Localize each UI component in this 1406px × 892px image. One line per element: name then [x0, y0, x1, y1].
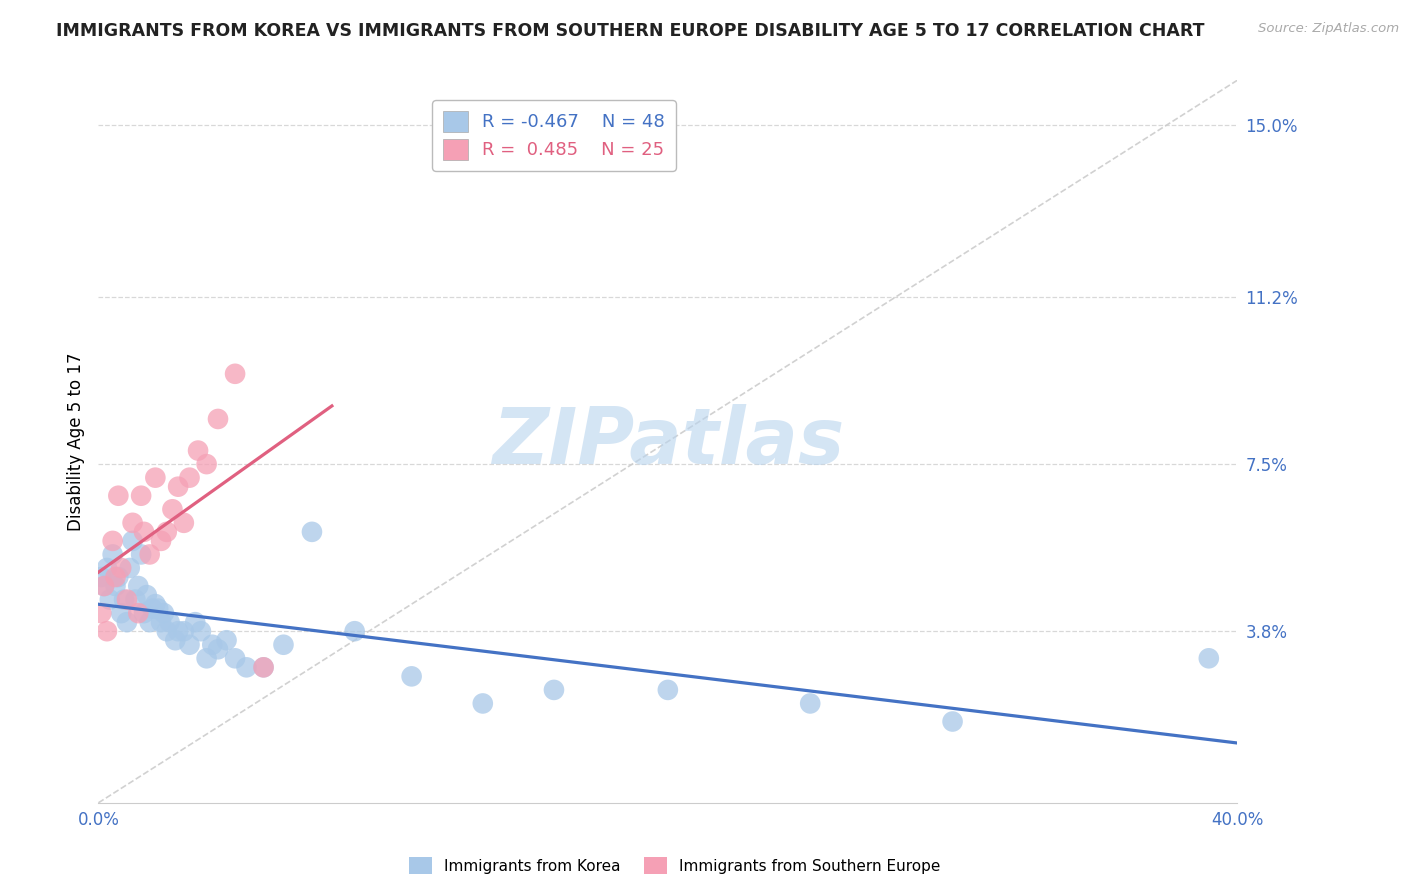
Point	[207, 642, 229, 657]
Point	[104, 570, 127, 584]
Point	[132, 524, 155, 539]
Point	[799, 697, 821, 711]
Point	[235, 660, 257, 674]
Point	[167, 624, 190, 639]
Point	[156, 624, 179, 639]
Point	[401, 669, 423, 683]
Point	[543, 682, 565, 697]
Point	[104, 579, 127, 593]
Point	[93, 579, 115, 593]
Point	[471, 697, 494, 711]
Point	[252, 660, 274, 674]
Point	[179, 638, 201, 652]
Point	[153, 606, 176, 620]
Point	[141, 601, 163, 615]
Point	[107, 489, 129, 503]
Point	[127, 606, 149, 620]
Point	[150, 533, 173, 548]
Point	[96, 561, 118, 575]
Point	[101, 548, 124, 562]
Point	[201, 638, 224, 652]
Y-axis label: Disability Age 5 to 17: Disability Age 5 to 17	[66, 352, 84, 531]
Point	[93, 579, 115, 593]
Point	[138, 548, 160, 562]
Point	[107, 570, 129, 584]
Point	[187, 443, 209, 458]
Point	[190, 624, 212, 639]
Point	[101, 533, 124, 548]
Point	[184, 615, 207, 630]
Point	[195, 457, 218, 471]
Point	[121, 533, 143, 548]
Point	[129, 548, 152, 562]
Point	[195, 651, 218, 665]
Point	[252, 660, 274, 674]
Point	[132, 606, 155, 620]
Point	[115, 615, 138, 630]
Point	[156, 524, 179, 539]
Point	[135, 588, 157, 602]
Legend: Immigrants from Korea, Immigrants from Southern Europe: Immigrants from Korea, Immigrants from S…	[404, 851, 946, 880]
Point	[90, 570, 112, 584]
Point	[179, 471, 201, 485]
Point	[162, 502, 184, 516]
Point	[148, 601, 170, 615]
Point	[112, 592, 135, 607]
Point	[110, 606, 132, 620]
Point	[115, 592, 138, 607]
Point	[159, 615, 181, 630]
Point	[165, 633, 187, 648]
Point	[150, 615, 173, 630]
Point	[121, 516, 143, 530]
Point	[124, 592, 146, 607]
Point	[138, 615, 160, 630]
Legend: R = -0.467    N = 48, R =  0.485    N = 25: R = -0.467 N = 48, R = 0.485 N = 25	[432, 100, 676, 170]
Point	[224, 651, 246, 665]
Point	[173, 624, 195, 639]
Point	[145, 597, 167, 611]
Point	[942, 714, 965, 729]
Point	[98, 592, 121, 607]
Text: Source: ZipAtlas.com: Source: ZipAtlas.com	[1258, 22, 1399, 36]
Point	[224, 367, 246, 381]
Point	[1198, 651, 1220, 665]
Point	[145, 471, 167, 485]
Point	[273, 638, 295, 652]
Point	[110, 561, 132, 575]
Point	[343, 624, 366, 639]
Point	[90, 606, 112, 620]
Point	[657, 682, 679, 697]
Point	[96, 624, 118, 639]
Point	[215, 633, 238, 648]
Point	[173, 516, 195, 530]
Point	[118, 561, 141, 575]
Text: ZIPatlas: ZIPatlas	[492, 403, 844, 480]
Point	[167, 480, 190, 494]
Text: IMMIGRANTS FROM KOREA VS IMMIGRANTS FROM SOUTHERN EUROPE DISABILITY AGE 5 TO 17 : IMMIGRANTS FROM KOREA VS IMMIGRANTS FROM…	[56, 22, 1205, 40]
Point	[301, 524, 323, 539]
Point	[127, 579, 149, 593]
Point	[129, 489, 152, 503]
Point	[207, 412, 229, 426]
